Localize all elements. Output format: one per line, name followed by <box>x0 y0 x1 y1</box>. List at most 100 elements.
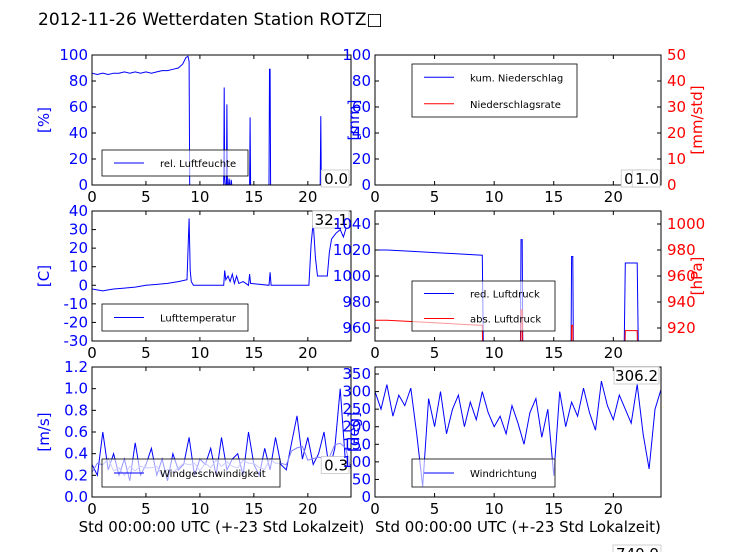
x-tick-label: 0 <box>87 344 97 362</box>
legend-entry: kum. Niederschlag <box>470 73 563 84</box>
y-tick-label: 0.2 <box>64 466 88 484</box>
x-tick-label: 15 <box>544 188 563 206</box>
x-tick-label: 10 <box>485 500 504 518</box>
y-tick-label-right: 980 <box>667 241 696 259</box>
y-tick-label: 300 <box>342 383 371 401</box>
current-value: 0.3 <box>324 457 348 475</box>
y-tick-label: 100 <box>342 453 371 471</box>
y-tick-label: 0.0 <box>64 488 88 506</box>
x-tick-label: 15 <box>244 188 263 206</box>
x-tick-label: 20 <box>298 188 317 206</box>
y-tick-label: 30 <box>69 221 88 239</box>
y-tick-label-right: 20 <box>667 124 686 142</box>
y-tick-label-right: 920 <box>667 319 696 337</box>
x-tick-label: 15 <box>544 344 563 362</box>
x-tick-label: 5 <box>430 344 440 362</box>
current-value-box <box>613 366 660 385</box>
axes-frame <box>374 366 662 498</box>
x-tick-label: 10 <box>485 188 504 206</box>
x-tick-label: 20 <box>604 188 623 206</box>
axes-frame <box>91 210 352 342</box>
legend-box <box>411 280 556 332</box>
x-tick-label: 20 <box>298 344 317 362</box>
legend-entry: abs. Luftdruck <box>470 315 541 326</box>
y-tick-label: 100 <box>59 46 88 64</box>
x-tick-label: 20 <box>604 344 623 362</box>
y-tick-label: -10 <box>64 295 89 313</box>
x-tick-label: 0 <box>87 188 97 206</box>
y-tick-label: 1020 <box>333 241 371 259</box>
current-value: 0.0 <box>324 170 348 188</box>
panel-wind_speed: 0 5 10 15 20 0.0 0.2 0.4 0.6 0.8 1.0 1.2 [m/s] Std 00… <box>35 358 364 536</box>
y-axis-label-right: [hPa] <box>688 257 706 296</box>
y-tick-label: 350 <box>342 365 371 383</box>
legend-box <box>411 63 578 118</box>
y-tick-label-right: 940 <box>667 293 696 311</box>
y-tick-label: 60 <box>352 98 371 116</box>
y-tick-label: 1.0 <box>64 380 88 398</box>
legend: Windrichtung <box>411 458 556 488</box>
x-tick-label: 15 <box>244 500 263 518</box>
footer-value-text: 740.9 <box>616 545 659 552</box>
x-tick-label: 5 <box>430 500 440 518</box>
x-tick-label: 15 <box>244 344 263 362</box>
legend-entry: Windgeschwindigkeit <box>160 469 266 480</box>
y-axis-label: [deg] <box>345 412 363 452</box>
y-tick-label-right: 960 <box>667 267 696 285</box>
legend: kum. Niederschlag Niederschlagsrate <box>411 63 578 118</box>
y-tick-label: 0 <box>78 176 88 194</box>
x-tick-label: 5 <box>141 188 151 206</box>
y-tick-label: 20 <box>352 150 371 168</box>
axes-frame <box>91 54 352 186</box>
y-tick-label-right: 1000 <box>667 215 705 233</box>
x-axis-label: Std 00:00:00 UTC (+-23 Std Lokalzeit) <box>375 518 661 536</box>
current-value-right-box <box>631 169 661 188</box>
y-tick-label: 250 <box>342 400 371 418</box>
y-tick-label: 50 <box>352 470 371 488</box>
panel-pressure: 0 5 10 15 20 960 980 1000 1020 1040 920 940 960 980 10… <box>333 210 706 362</box>
legend-entry: red. Luftdruck <box>470 290 540 301</box>
current-value-box <box>312 210 350 229</box>
current-value-box <box>320 456 350 474</box>
y-tick-label: 1.2 <box>64 358 88 376</box>
y-tick-label: 60 <box>69 98 88 116</box>
y-tick-label-right: 40 <box>667 72 686 90</box>
y-tick-label: 80 <box>69 72 88 90</box>
y-tick-label: 980 <box>342 293 371 311</box>
series-line-0 <box>92 55 351 185</box>
y-tick-label-right: 0 <box>667 176 677 194</box>
page-title: 2012-11-26 Wetterdaten Station ROTZ□ <box>38 10 383 30</box>
panel-precipitation: 0 5 10 15 20 0 20 40 60 80 100 0 10 20 30 40 50 [mm] [mm/s… <box>342 46 706 206</box>
x-tick-label: 5 <box>141 500 151 518</box>
y-tick-label: 200 <box>342 418 371 436</box>
series-line-0 <box>92 218 351 292</box>
legend: Lufttemperatur <box>101 303 249 332</box>
y-tick-label: -30 <box>64 332 89 350</box>
legend: rel. Luftfeuchte <box>101 149 249 177</box>
x-tick-label: 0 <box>87 500 97 518</box>
y-tick-label: 20 <box>69 150 88 168</box>
current-value: 306.2 <box>615 367 658 385</box>
x-tick-label: 5 <box>141 344 151 362</box>
y-axis-label: [mm] <box>345 100 363 141</box>
x-tick-label: 0 <box>370 500 380 518</box>
y-tick-label: 0.4 <box>64 445 88 463</box>
current-value-right: 1.0 <box>635 170 659 188</box>
y-tick-label: 40 <box>69 202 88 220</box>
series-group <box>92 55 351 185</box>
series-group <box>92 218 351 292</box>
y-axis-label-right: [mm/std] <box>688 85 706 154</box>
y-tick-label-right: 10 <box>667 150 686 168</box>
x-tick-label: 10 <box>190 500 209 518</box>
y-tick-label-right: 30 <box>667 98 686 116</box>
current-value-box <box>320 169 350 188</box>
y-tick-label: 150 <box>342 435 371 453</box>
legend-entry: Windrichtung <box>470 469 537 480</box>
y-axis-label: [%] <box>35 107 53 133</box>
y-axis-label: [C] <box>35 265 53 287</box>
y-tick-label-right: 50 <box>667 46 686 64</box>
y-tick-label: 0 <box>361 176 371 194</box>
y-tick-label: -20 <box>64 313 89 331</box>
x-tick-label: 15 <box>544 500 563 518</box>
